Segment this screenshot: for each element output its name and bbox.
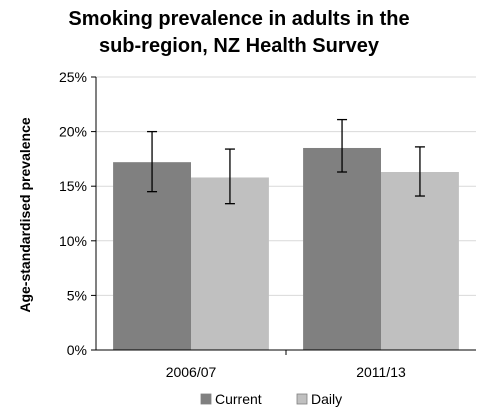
chart-title-line2: sub-region, NZ Health Survey bbox=[98, 35, 380, 57]
legend-label-current: Current bbox=[215, 391, 262, 407]
x-tick-label: 2006/07 bbox=[166, 364, 217, 380]
y-tick-label: 0% bbox=[67, 342, 87, 358]
chart-title: Smoking prevalence in adults in the sub-… bbox=[0, 6, 478, 60]
legend-swatch-current bbox=[200, 393, 212, 405]
y-tick-labels: 0% 5% 10% 15% 20% 25% bbox=[59, 69, 96, 358]
x-tick-label: 2011/13 bbox=[356, 364, 406, 380]
y-tick-label: 10% bbox=[59, 233, 87, 249]
axes bbox=[95, 77, 476, 355]
y-tick-label: 25% bbox=[59, 69, 87, 85]
y-axis-title: Age-standardised prevalence bbox=[17, 117, 33, 313]
bars bbox=[113, 147, 459, 350]
legend: Current Daily bbox=[200, 391, 342, 407]
legend-swatch-daily bbox=[296, 393, 308, 405]
bar-current-1 bbox=[303, 147, 381, 350]
error-bars bbox=[147, 118, 425, 205]
y-tick-label: 20% bbox=[59, 124, 87, 140]
bar-current-0 bbox=[113, 162, 191, 350]
x-tick-labels: 2006/07 2011/13 bbox=[166, 364, 406, 380]
legend-label-daily: Daily bbox=[311, 391, 342, 407]
chart-title-line1: Smoking prevalence in adults in the bbox=[68, 8, 410, 30]
y-tick-label: 15% bbox=[59, 178, 87, 194]
y-tick-label: 5% bbox=[67, 287, 87, 303]
bar-daily-1 bbox=[381, 172, 459, 350]
bar-daily-0 bbox=[191, 177, 269, 350]
